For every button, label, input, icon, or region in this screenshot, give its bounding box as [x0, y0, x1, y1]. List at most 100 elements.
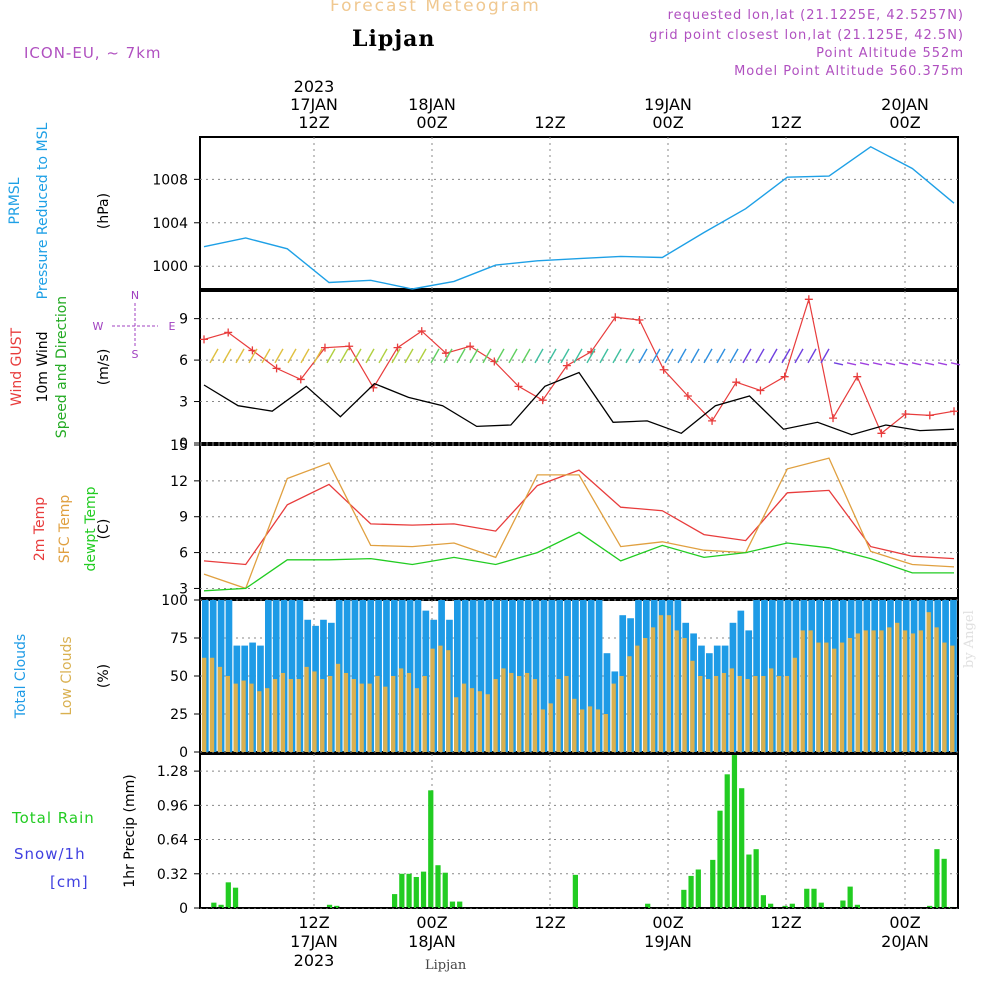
low-cloud-bar — [517, 676, 522, 752]
wind-direction-arrow — [898, 362, 909, 366]
wind-direction-arrow — [495, 348, 505, 364]
top-hour-label: 12Z — [534, 113, 565, 132]
low-cloud-bar — [241, 680, 246, 752]
low-cloud-bar — [800, 630, 805, 752]
precip-bar — [457, 901, 463, 908]
wind-direction-arrow — [534, 348, 544, 364]
precip-bar — [753, 849, 759, 908]
wind-direction-arrow — [625, 348, 635, 364]
sfc-temp-line — [203, 457, 955, 590]
bottom-date-label: 20JAN — [881, 932, 929, 951]
wind-direction-arrow — [261, 348, 271, 364]
wind-direction-arrow — [937, 362, 948, 366]
wind-direction-arrow — [794, 348, 804, 364]
low-cloud-bar — [595, 709, 601, 752]
ytick-label-pressure-2: 1008 — [152, 172, 188, 188]
total-cloud-bar — [493, 600, 501, 752]
wind-direction-arrow — [469, 348, 479, 364]
wind-direction-arrow — [586, 348, 596, 364]
low-cloud-bar — [524, 672, 530, 752]
wind-direction-arrow — [378, 348, 388, 364]
meteogram-title: Forecast Meteogram — [330, 0, 541, 16]
wind-direction-arrow — [911, 362, 922, 366]
wind-direction-arrow — [326, 348, 336, 364]
bottom-date-label: 17JAN — [290, 932, 338, 951]
low-cloud-bar — [564, 676, 569, 752]
low-cloud-bar — [706, 679, 711, 752]
low-cloud-bar — [674, 630, 679, 752]
wind-direction-arrow — [482, 348, 492, 364]
low-cloud-bar — [942, 642, 947, 752]
low-cloud-bar — [312, 671, 317, 752]
low-cloud-bar — [509, 672, 514, 752]
panel-frame-wind — [199, 290, 959, 444]
low-cloud-bar — [249, 683, 254, 752]
gust-marker — [950, 407, 958, 416]
wind-direction-arrow — [352, 348, 362, 364]
gust-marker — [635, 316, 644, 325]
requested-coords: requested lon,lat (21.1225E, 42.5257N) — [667, 8, 964, 23]
low-cloud-bar — [934, 627, 939, 752]
bottom-hour-label: 00Z — [416, 913, 447, 932]
gust-line — [203, 299, 955, 435]
bottom-year-label: 2023 — [294, 951, 335, 970]
gust-marker — [514, 382, 523, 391]
low-cloud-bar — [288, 679, 293, 752]
top-date-label: 19JAN — [644, 95, 692, 114]
wind-direction-arrow — [651, 348, 661, 364]
wind-direction-arrow — [339, 348, 349, 364]
ytick-label-clouds-1: 25 — [170, 707, 188, 723]
panel-frame-precip — [199, 753, 959, 909]
dewpt-temp-line — [203, 531, 954, 592]
wind-direction-arrow — [729, 348, 739, 364]
low-cloud-bar — [619, 676, 624, 752]
wind-direction-arrow — [859, 362, 870, 366]
total-cloud-bar — [414, 600, 422, 752]
gust-marker — [829, 414, 838, 423]
wind-direction-arrow — [417, 348, 427, 364]
wind-direction-arrow — [443, 348, 453, 364]
low-cloud-bar — [879, 630, 884, 752]
precip-bar — [211, 902, 217, 908]
temp-label-2: SFC Temp — [57, 494, 73, 564]
gust-marker — [345, 342, 354, 351]
precip-bar — [334, 905, 340, 908]
wind-direction-arrow — [209, 348, 219, 364]
low-cloud-bar — [328, 676, 333, 752]
ytick-label-wind-1: 3 — [179, 395, 188, 411]
precip-bar — [789, 903, 795, 908]
low-cloud-bar — [816, 642, 821, 752]
top-year-label: 2023 — [294, 77, 335, 96]
temp-unit: (C) — [96, 518, 112, 540]
bottom-date-label: 18JAN — [408, 932, 456, 951]
low-cloud-bar — [847, 638, 853, 752]
total-cloud-bar — [296, 600, 304, 752]
gust-marker — [224, 328, 233, 337]
ytick-label-temp-2: 9 — [179, 510, 188, 526]
low-cloud-bar — [713, 676, 719, 752]
wind-speed-line — [203, 371, 955, 436]
top-hour-label: 00Z — [416, 113, 447, 132]
low-cloud-bar — [304, 666, 309, 752]
ytick-label-clouds-0: 0 — [179, 745, 188, 761]
total-cloud-bar — [580, 600, 587, 752]
low-cloud-bar — [375, 676, 380, 752]
ytick-label-temp-3: 12 — [170, 474, 188, 490]
wind-direction-arrow — [755, 348, 765, 364]
low-cloud-bar — [257, 691, 262, 752]
gust-marker — [732, 378, 741, 387]
low-cloud-bar — [950, 645, 955, 752]
low-cloud-bar — [682, 638, 687, 752]
gust-marker — [320, 343, 329, 352]
low-cloud-bar — [698, 676, 703, 752]
ytick-label-precip-2: 0.64 — [157, 833, 188, 849]
gust-marker — [659, 365, 668, 374]
wind-direction-arrow — [391, 348, 401, 364]
wind-direction-arrow — [313, 348, 323, 364]
bottom-hour-label: 12Z — [534, 913, 565, 932]
wind-direction-arrow — [885, 362, 896, 366]
wind-direction-arrow — [274, 348, 284, 364]
gust-marker — [417, 327, 426, 336]
wind-direction-arrow — [677, 348, 687, 364]
low-cloud-bar — [643, 638, 648, 752]
